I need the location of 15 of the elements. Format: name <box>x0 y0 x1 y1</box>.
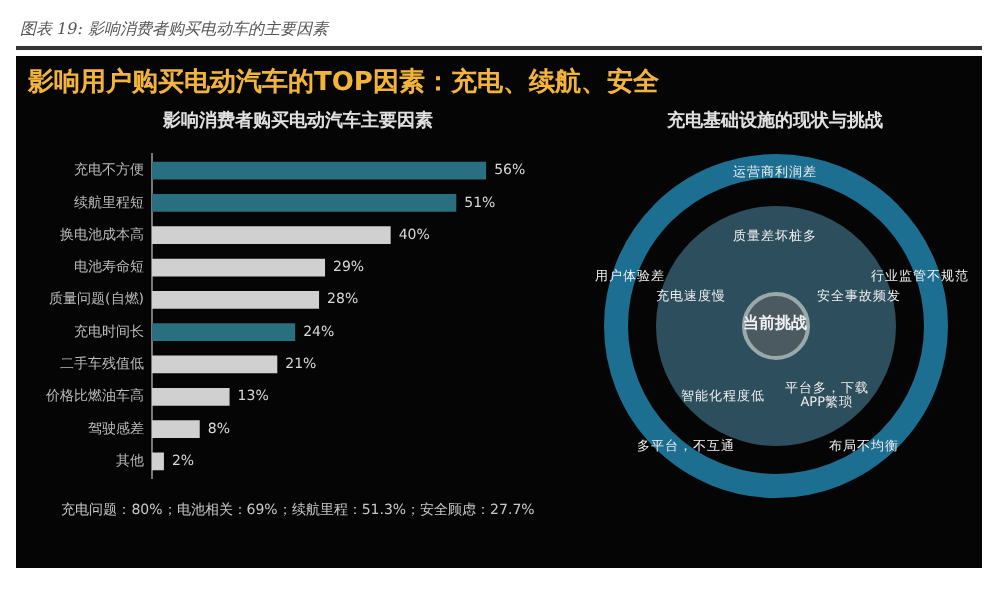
bar <box>152 354 278 373</box>
bar <box>152 451 164 470</box>
text: 当前挑战 <box>741 312 809 337</box>
text: 图表 19: 影响消费者购买电动车的主要因素 <box>18 18 332 42</box>
bar <box>152 192 457 211</box>
bar <box>152 160 487 179</box>
bar <box>152 225 391 244</box>
bar <box>152 419 200 438</box>
bar <box>152 289 320 308</box>
text: 充电基础设施的现状与挑战 <box>667 108 883 133</box>
chart-title: 影响用户购买电动汽车的TOP因素：充电、续航、安全 <box>28 65 661 99</box>
chart-subtitle: 影响消费者购买电动汽车主要因素 <box>163 108 433 133</box>
bar <box>152 386 230 405</box>
bar <box>152 257 326 276</box>
bar <box>152 322 296 341</box>
